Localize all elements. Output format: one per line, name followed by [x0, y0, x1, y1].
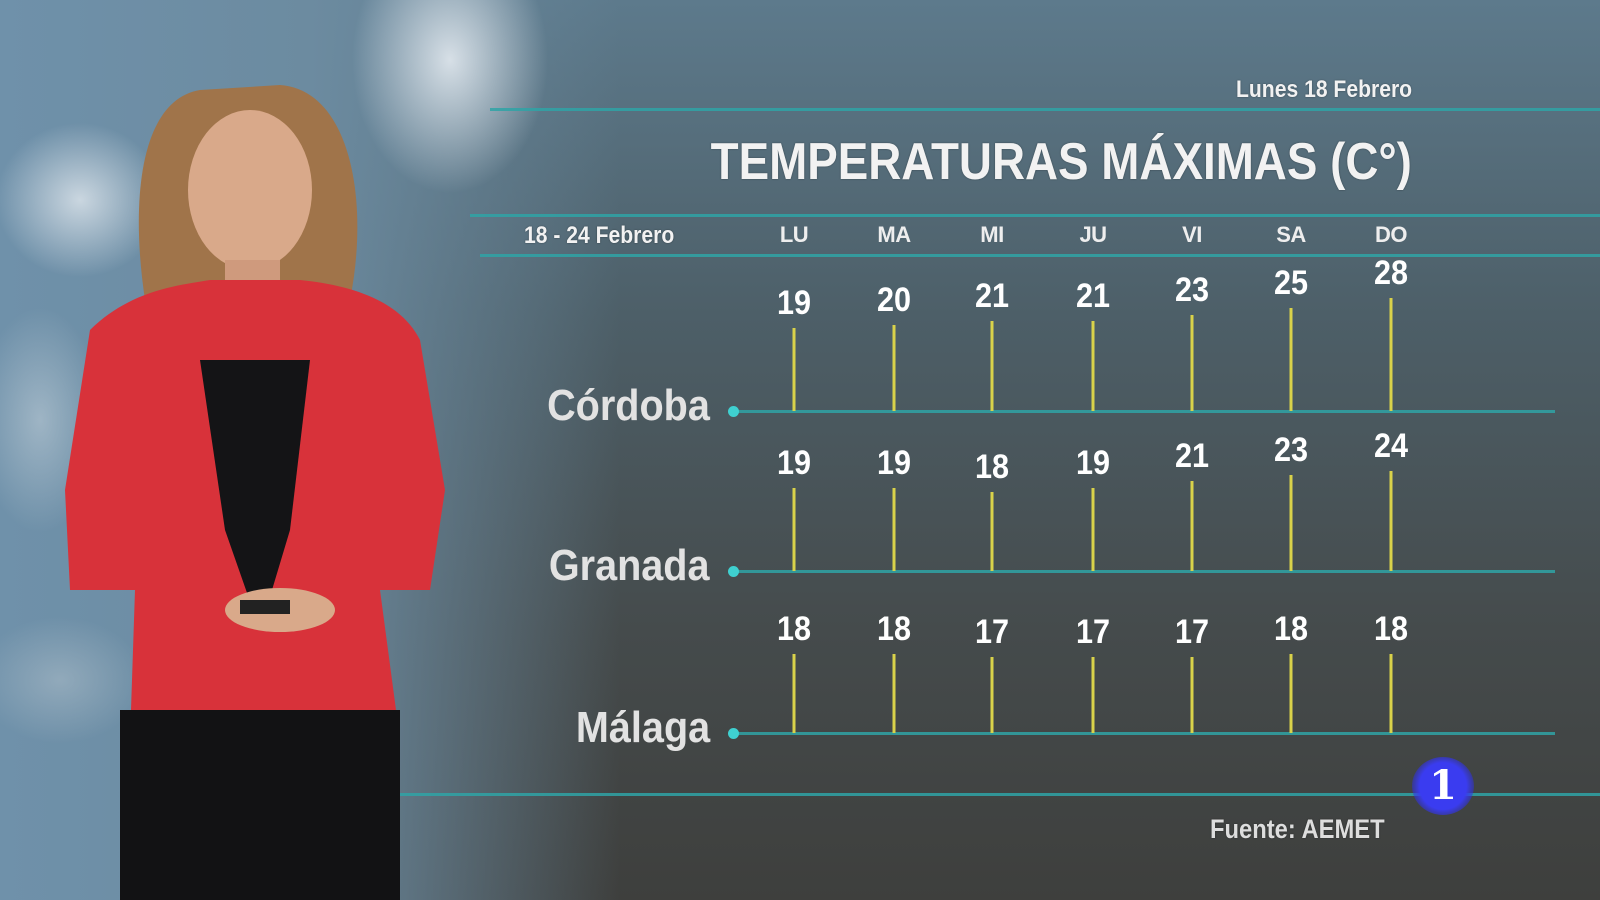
day-label-ma: MA [877, 222, 911, 247]
temperature-value: 17 [1174, 612, 1210, 651]
temperature-value: 19 [776, 284, 812, 323]
date-range: 18 - 24 Febrero [524, 222, 675, 249]
temperature-bar [1190, 656, 1194, 733]
temperature-value: 17 [1075, 612, 1111, 651]
temperature-value: 28 [1373, 253, 1409, 292]
source-label: Fuente: AEMET [1210, 814, 1385, 844]
day-label-do: DO [1375, 222, 1408, 247]
temperature-bar [1091, 488, 1095, 571]
temperature-value: 19 [876, 444, 912, 483]
temperature-value: 25 [1273, 263, 1309, 302]
baseline-0 [735, 410, 1555, 413]
city-label: Córdoba [547, 381, 710, 430]
temperature-value: 17 [974, 612, 1010, 651]
temperature-value: 21 [1075, 277, 1111, 316]
temperature-value: 23 [1174, 270, 1210, 309]
grid-line-title [470, 214, 1600, 217]
temperature-value: 18 [776, 609, 812, 648]
baseline-1 [735, 570, 1555, 573]
city-dot [728, 728, 739, 739]
temperature-bar [1389, 653, 1393, 733]
day-label-lu: LU [779, 222, 809, 247]
day-label-sa: SA [1276, 222, 1306, 247]
temperature-value: 18 [974, 447, 1010, 486]
temperature-bar [1091, 321, 1095, 411]
temperature-bar [1190, 314, 1194, 411]
temperature-value: 18 [876, 609, 912, 648]
temperature-bar [990, 491, 994, 571]
day-label-ju: JU [1079, 222, 1107, 247]
temperature-bar [1389, 297, 1393, 411]
day-label-mi: MI [980, 222, 1004, 247]
temperature-bar [1289, 474, 1293, 571]
channel-logo: 1 [1412, 757, 1474, 815]
chart-title: TEMPERATURAS MÁXIMAS (C°) [710, 133, 1412, 191]
temperature-value: 19 [776, 444, 812, 483]
temperature-value: 23 [1273, 430, 1309, 469]
temperature-value: 19 [1075, 444, 1111, 483]
day-label-vi: VI [1182, 222, 1202, 247]
temperature-bar [1289, 307, 1293, 411]
temperature-bar [892, 488, 896, 571]
temperature-value: 21 [1174, 437, 1210, 476]
temperature-bar [990, 656, 994, 733]
temperature-bar [1190, 481, 1194, 571]
grid-line-top [490, 108, 1600, 111]
date-label: Lunes 18 Febrero [1235, 76, 1412, 103]
city-label: Granada [549, 541, 710, 590]
temperature-bar [892, 653, 896, 733]
temperature-value: 18 [1373, 609, 1409, 648]
temperature-bar [1289, 653, 1293, 733]
grid-line-bottom [400, 793, 1600, 796]
temperature-value: 21 [974, 277, 1010, 316]
temperature-bar [792, 653, 796, 733]
temperature-bar [1091, 656, 1095, 733]
presenter [65, 85, 445, 900]
temperature-bar [792, 328, 796, 411]
temperature-value: 18 [1273, 609, 1309, 648]
temperature-bar [892, 324, 896, 411]
temperature-value: 20 [876, 280, 912, 319]
temperature-bar [990, 321, 994, 411]
temperature-bar [792, 488, 796, 571]
baseline-2 [735, 732, 1555, 735]
city-dot [728, 406, 739, 417]
city-dot [728, 566, 739, 577]
temperature-bar [1389, 471, 1393, 571]
city-label: Málaga [575, 703, 710, 752]
temperature-value: 24 [1373, 427, 1409, 466]
grid-line-header [480, 254, 1600, 257]
